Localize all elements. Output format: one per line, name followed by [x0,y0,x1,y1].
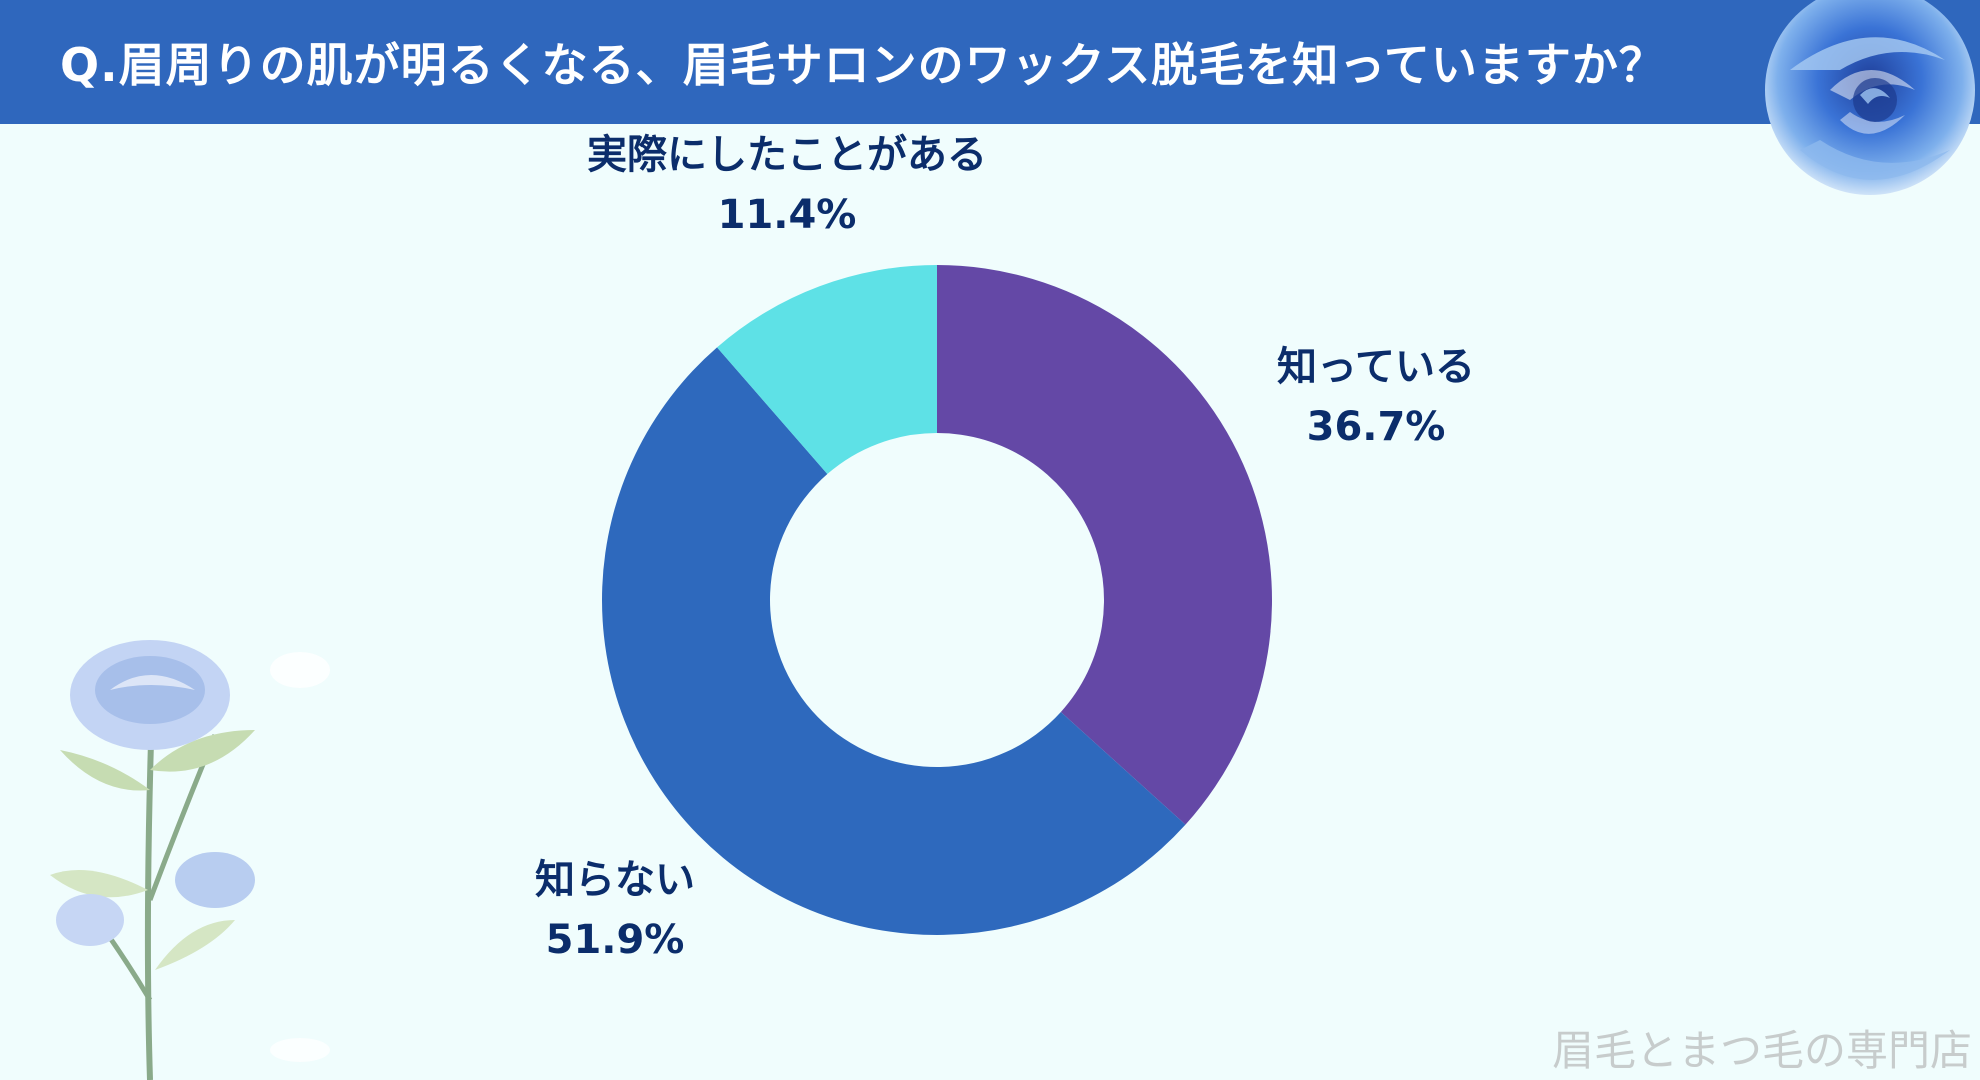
slice-label-1: 知らない [535,857,695,903]
blue-rose-decoration [1765,0,1975,195]
store-watermark: 眉毛とまつ毛の専門店 [1551,1026,1972,1075]
chart-title: Q.眉周りの肌が明るくなる、眉毛サロンのワックス脱毛を知っていますか？ [60,38,1666,92]
donut-slice-0 [937,265,1273,825]
rose-stem-decoration [50,640,330,1080]
slice-value-0: 36.7% [1307,404,1446,450]
donut-slice-2 [717,265,937,475]
slice-label-2: 実際にしたことがある [587,132,987,178]
slice-label-0: 知っている [1277,344,1475,390]
slice-value-1: 51.9% [546,917,685,963]
slice-value-2: 11.4% [718,192,857,238]
donut-slice-1 [602,347,1186,935]
title-bar: Q.眉周りの肌が明るくなる、眉毛サロンのワックス脱毛を知っていますか？ [0,0,1980,124]
